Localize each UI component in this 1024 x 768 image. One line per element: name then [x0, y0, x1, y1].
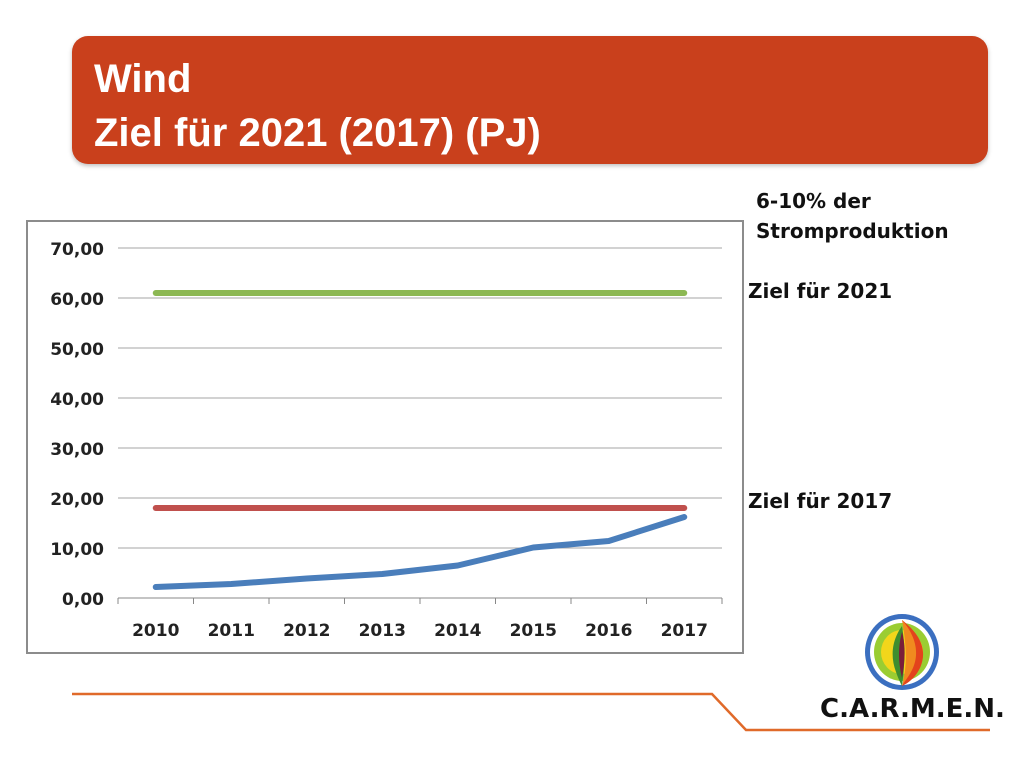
y-tick-label: 20,00 — [50, 490, 104, 510]
y-tick-label: 10,00 — [50, 540, 104, 560]
x-tick-label: 2015 — [510, 621, 557, 641]
share-note-line1: 6-10% der — [756, 189, 871, 213]
share-note: 6-10% der Stromproduktion — [756, 186, 949, 246]
carmen-logo-icon — [862, 610, 942, 694]
y-tick-label: 70,00 — [50, 240, 104, 260]
share-note-line2: Stromproduktion — [756, 219, 949, 243]
x-tick-label: 2016 — [585, 621, 632, 641]
footer-rule — [72, 692, 990, 732]
brand-name: C.A.R.M.E.N. — [820, 694, 1005, 724]
x-tick-label: 2011 — [208, 621, 255, 641]
y-tick-label: 50,00 — [50, 340, 104, 360]
x-tick-label: 2017 — [661, 621, 708, 641]
y-tick-label: 60,00 — [50, 290, 104, 310]
x-tick-label: 2014 — [434, 621, 481, 641]
y-tick-label: 40,00 — [50, 390, 104, 410]
slide-title: Wind — [94, 57, 192, 101]
chart-frame: 0,00 10,00 20,00 30,00 40,00 50,00 60,00 70,00 2… — [26, 220, 744, 654]
series-line-actual — [152, 514, 688, 590]
x-tick-label: 2012 — [283, 621, 330, 641]
y-tick-label: 30,00 — [50, 440, 104, 460]
title-banner: Wind Ziel für 2021 (2017) (PJ) — [72, 36, 988, 164]
slide-subtitle: Ziel für 2021 (2017) (PJ) — [94, 111, 541, 155]
target-2017-label: Ziel für 2017 — [748, 489, 893, 513]
y-tick-label: 0,00 — [62, 590, 104, 610]
x-tick-label: 2013 — [359, 621, 406, 641]
line-chart: 0,00 10,00 20,00 30,00 40,00 50,00 60,00 70,00 2… — [50, 240, 723, 641]
target-2021-label: Ziel für 2021 — [748, 279, 893, 303]
x-tick-label: 2010 — [132, 621, 179, 641]
